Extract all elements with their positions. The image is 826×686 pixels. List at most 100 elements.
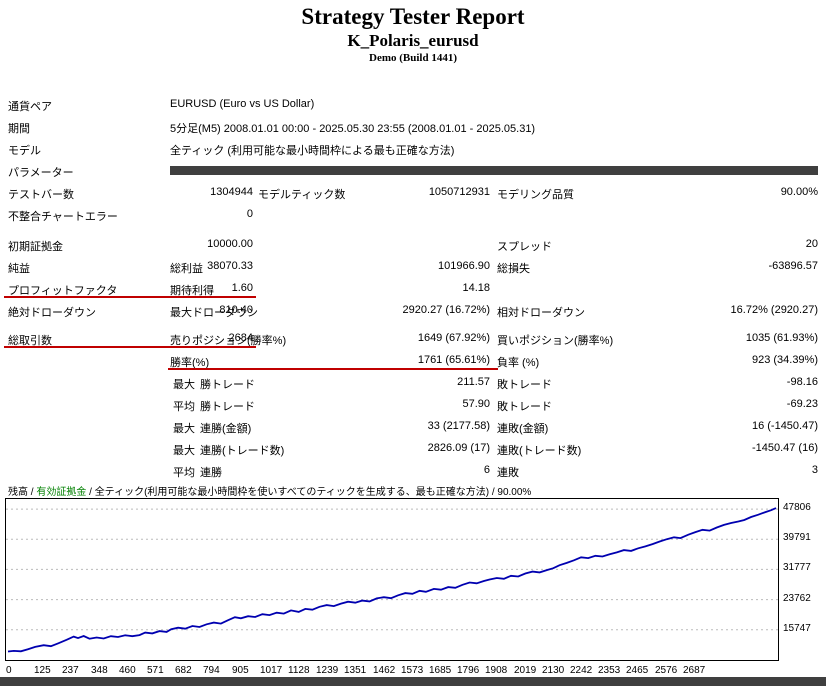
row-bars: テストバー数 1304944 モデルティック数 1050712931 モデリング… xyxy=(0,182,826,204)
average-win-value: 57.90 xyxy=(462,398,490,410)
report-header: Strategy Tester Report K_Polaris_eurusd … xyxy=(0,0,826,65)
model-label: モデル xyxy=(8,145,41,157)
model-value: 全ティック (利用可能な最小時間枠による最も正確な方法) xyxy=(170,145,455,157)
x-axis-tick-label: 794 xyxy=(203,665,220,676)
avg-consec-group-label: 平均 xyxy=(173,467,195,479)
highlight-underline-total-trades xyxy=(4,346,256,348)
legend-separator: / xyxy=(28,487,37,498)
expected-payoff-value: 14.18 xyxy=(462,282,490,294)
row-symbol: 通貨ペア EURUSD (Euro vs US Dollar) xyxy=(0,94,826,116)
average-group-label: 平均 xyxy=(173,401,195,413)
largest-loss-value: -98.16 xyxy=(786,376,818,388)
period-label: 期間 xyxy=(8,123,30,135)
spread-value: 20 xyxy=(805,238,818,250)
x-axis-tick-label: 682 xyxy=(175,665,192,676)
symbol-label: 通貨ペア xyxy=(8,101,52,113)
parameters-collapsed-bar[interactable] xyxy=(170,166,818,175)
max-consec-count-loss-label: 連敗(トレード数) xyxy=(497,445,582,457)
x-axis-tick-label: 460 xyxy=(119,665,136,676)
x-axis-tick-label: 1239 xyxy=(316,665,339,676)
largest-win-value: 211.57 xyxy=(457,376,490,388)
report-title: Strategy Tester Report xyxy=(301,4,525,29)
avg-consec-loss-value: 3 xyxy=(811,464,818,476)
row-mismatch-errors: 不整合チャートエラー 0 xyxy=(0,204,826,226)
spread-label: スプレッド xyxy=(497,241,552,253)
loss-trades-value: 923 (34.39%) xyxy=(751,354,818,366)
profit-trades-value: 1761 (65.61%) xyxy=(417,354,490,366)
balance-chart-plot xyxy=(5,498,779,661)
gross-profit-value: 101966.90 xyxy=(438,260,490,272)
relative-drawdown-label: 相対ドローダウン xyxy=(497,307,585,319)
max-consec-money-group-label: 最大 xyxy=(173,423,195,435)
x-axis-tick-label: 1462 xyxy=(373,665,396,676)
average-loss-label: 敗トレード xyxy=(497,401,552,413)
y-axis-tick-label: 31777 xyxy=(783,562,811,573)
report-symbol-title: K_Polaris_eurusd xyxy=(347,31,479,50)
x-axis-tick-label: 2465 xyxy=(626,665,649,676)
x-axis-tick-label: 237 xyxy=(62,665,79,676)
modeling-quality-label: モデリング品質 xyxy=(497,189,574,201)
row-largest-trade: 最大 勝トレード 211.57 敗トレード -98.16 xyxy=(0,372,826,394)
x-axis-tick-label: 2576 xyxy=(655,665,678,676)
mismatch-errors-value: 0 xyxy=(246,208,253,220)
x-axis-tick-label: 2687 xyxy=(683,665,706,676)
legend-balance-label: 残高 xyxy=(8,487,28,498)
net-profit-value: 38070.33 xyxy=(207,260,253,272)
max-consec-count-win-label: 連勝(トレード数) xyxy=(200,445,285,457)
gross-loss-label: 総損失 xyxy=(497,263,530,275)
loss-trades-label: 負率 (%) xyxy=(497,357,540,369)
long-positions-label: 買いポジション(勝率%) xyxy=(497,335,614,347)
horizontal-scrollbar[interactable] xyxy=(0,677,826,686)
x-axis-tick-label: 1796 xyxy=(457,665,480,676)
balance-curve xyxy=(6,507,778,653)
legend-equity-label: 有効証拠金 xyxy=(36,487,87,498)
report-build: Demo (Build 1441) xyxy=(369,52,457,64)
average-win-label: 勝トレード xyxy=(200,401,255,413)
net-profit-label: 純益 xyxy=(8,263,30,275)
avg-consec-win-label: 連勝 xyxy=(200,467,222,479)
profit-trades-label: 勝率(%) xyxy=(170,357,210,369)
max-consec-money-loss-value: 16 (-1450.47) xyxy=(751,420,818,432)
max-consec-count-loss-value: -1450.47 (16) xyxy=(751,442,818,454)
absolute-drawdown-value: 810.40 xyxy=(219,304,253,316)
max-consec-money-win-value: 33 (2177.58) xyxy=(427,420,490,432)
max-consec-count-group-label: 最大 xyxy=(173,445,195,457)
report-table: 通貨ペア EURUSD (Euro vs US Dollar) 期間 5分足(M… xyxy=(0,94,826,482)
avg-consec-win-value: 6 xyxy=(483,464,490,476)
x-axis-tick-label: 1017 xyxy=(260,665,283,676)
maximal-drawdown-label: 最大ドローダウン xyxy=(170,307,258,319)
row-max-consecutive-count: 最大 連勝(トレード数) 2826.09 (17) 連敗(トレード数) -145… xyxy=(0,438,826,460)
row-drawdown: 絶対ドローダウン 810.40 最大ドローダウン 2920.27 (16.72%… xyxy=(0,300,826,322)
legend-quality-label: 90.00% xyxy=(497,487,532,498)
period-value: 5分足(M5) 2008.01.01 00:00 - 2025.05.30 23… xyxy=(170,123,536,135)
x-axis-tick-label: 2242 xyxy=(570,665,593,676)
expected-payoff-label: 期待利得 xyxy=(170,285,214,297)
y-axis-tick-label: 47806 xyxy=(783,502,811,513)
max-consec-money-loss-label: 連敗(金額) xyxy=(497,423,549,435)
avg-consec-loss-label: 連敗 xyxy=(497,467,519,479)
largest-group-label: 最大 xyxy=(173,379,195,391)
gross-loss-value: -63896.57 xyxy=(768,260,818,272)
average-loss-value: -69.23 xyxy=(786,398,818,410)
x-axis-tick-label: 2353 xyxy=(598,665,621,676)
x-axis-tick-label: 125 xyxy=(34,665,51,676)
x-axis-tick-label: 571 xyxy=(147,665,164,676)
y-axis-tick-label: 15747 xyxy=(783,623,811,634)
legend-separator: / xyxy=(86,487,95,498)
x-axis-tick-label: 1128 xyxy=(288,665,310,676)
total-trades-value: 2684 xyxy=(228,332,253,344)
highlight-underline-win-rate xyxy=(168,368,498,370)
long-positions-value: 1035 (61.93%) xyxy=(745,332,818,344)
highlight-underline-profit-factor xyxy=(4,296,256,298)
max-consec-count-win-value: 2826.09 (17) xyxy=(427,442,490,454)
row-profit-factor: プロフィットファクタ 1.60 期待利得 14.18 xyxy=(0,278,826,300)
model-ticks-label: モデルティック数 xyxy=(258,189,346,201)
modeling-quality-value: 90.00% xyxy=(780,186,818,198)
relative-drawdown-value: 16.72% (2920.27) xyxy=(730,304,818,316)
x-axis-tick-label: 0 xyxy=(6,665,12,676)
short-positions-label: 売りポジション(勝率%) xyxy=(170,335,287,347)
x-axis-tick-label: 905 xyxy=(232,665,249,676)
x-axis-tick-label: 1351 xyxy=(344,665,367,676)
x-axis-tick-label: 1908 xyxy=(485,665,508,676)
row-period: 期間 5分足(M5) 2008.01.01 00:00 - 2025.05.30… xyxy=(0,116,826,138)
